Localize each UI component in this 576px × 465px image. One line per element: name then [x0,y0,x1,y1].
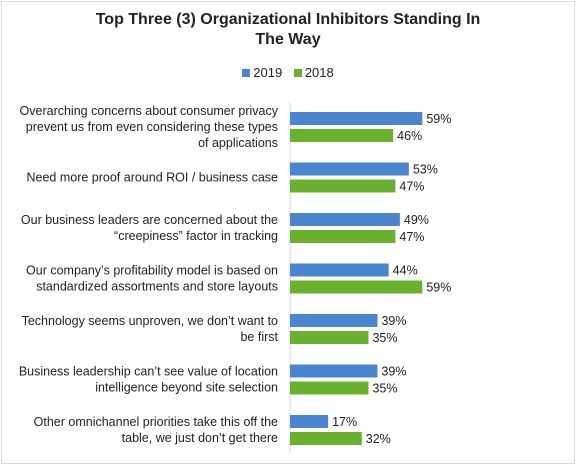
value-label-2018-5: 35% [372,331,397,345]
legend-swatch-2019 [242,69,251,77]
legend-item-2019: 2019 [242,65,282,80]
category-label-2-line-1: Need more proof around ROI / business ca… [26,171,278,185]
bar-2018-3 [290,230,396,243]
category-label-4-line-2: standardized assortments and store layou… [36,280,278,294]
value-label-2018-7: 32% [366,432,391,446]
chart-legend: 2019 2018 [2,65,574,80]
legend-swatch-2018 [293,69,302,77]
category-label-1-line-1: Overarching concerns about consumer priv… [20,104,279,118]
bar-2019-7 [290,415,329,428]
bar-2019-1 [290,112,423,125]
value-label-2019-6: 39% [381,365,406,379]
bar-2018-4 [290,280,423,294]
bar-2018-1 [290,129,394,142]
bar-2019-4 [290,263,389,277]
bar-2019-6 [290,364,378,378]
legend-label-2018: 2018 [304,65,334,80]
value-label-2018-1: 46% [397,129,422,143]
value-label-2018-4: 59% [426,281,451,295]
bar-2018-6 [290,381,369,395]
value-label-2018-6: 35% [372,382,397,396]
category-label-5-line-2: be first [240,330,278,344]
value-label-2019-1: 59% [426,112,451,126]
bar-2018-5 [290,331,369,344]
category-label-7-line-2: table, we just don’t get there [122,431,278,445]
chart-title-line-1: Top Three (3) Organizational Inhibitors … [95,11,481,28]
category-label-5-line-1: Technology seems unproven, we don’t want… [22,314,278,328]
bar-2019-3 [290,213,400,226]
chart-title-line-2: The Way [255,31,321,48]
bar-2018-2 [290,179,396,193]
value-label-2019-4: 44% [393,264,418,278]
category-label-3-line-2: “creepiness” factor in tracking [114,229,278,243]
legend-item-2018: 2018 [293,65,334,80]
value-label-2019-5: 39% [381,314,406,328]
category-label-6-line-1: Business leadership can’t see value of l… [19,365,278,379]
value-label-2018-3: 47% [399,230,424,244]
value-label-2018-2: 47% [399,180,424,194]
value-label-2019-3: 49% [404,213,429,227]
value-label-2019-7: 17% [332,415,357,429]
category-label-1-line-2: prevent us from even considering these t… [26,120,278,134]
bar-2019-5 [290,314,378,327]
category-label-3-line-1: Our business leaders are concerned about… [21,213,278,227]
bar-2019-2 [290,162,409,176]
bar-2018-7 [290,432,362,445]
category-label-1-line-3: of applications [198,136,278,150]
category-label-7-line-1: Other omnichannel priorities take this o… [34,415,278,429]
value-label-2019-2: 53% [413,163,438,177]
legend-label-2019: 2019 [253,65,283,80]
chart-title: Top Three (3) Organizational Inhibitors … [2,10,574,50]
category-label-4-line-1: Our company’s profitability model is bas… [26,264,278,278]
category-label-6-line-2: intelligence beyond site selection [95,381,278,395]
